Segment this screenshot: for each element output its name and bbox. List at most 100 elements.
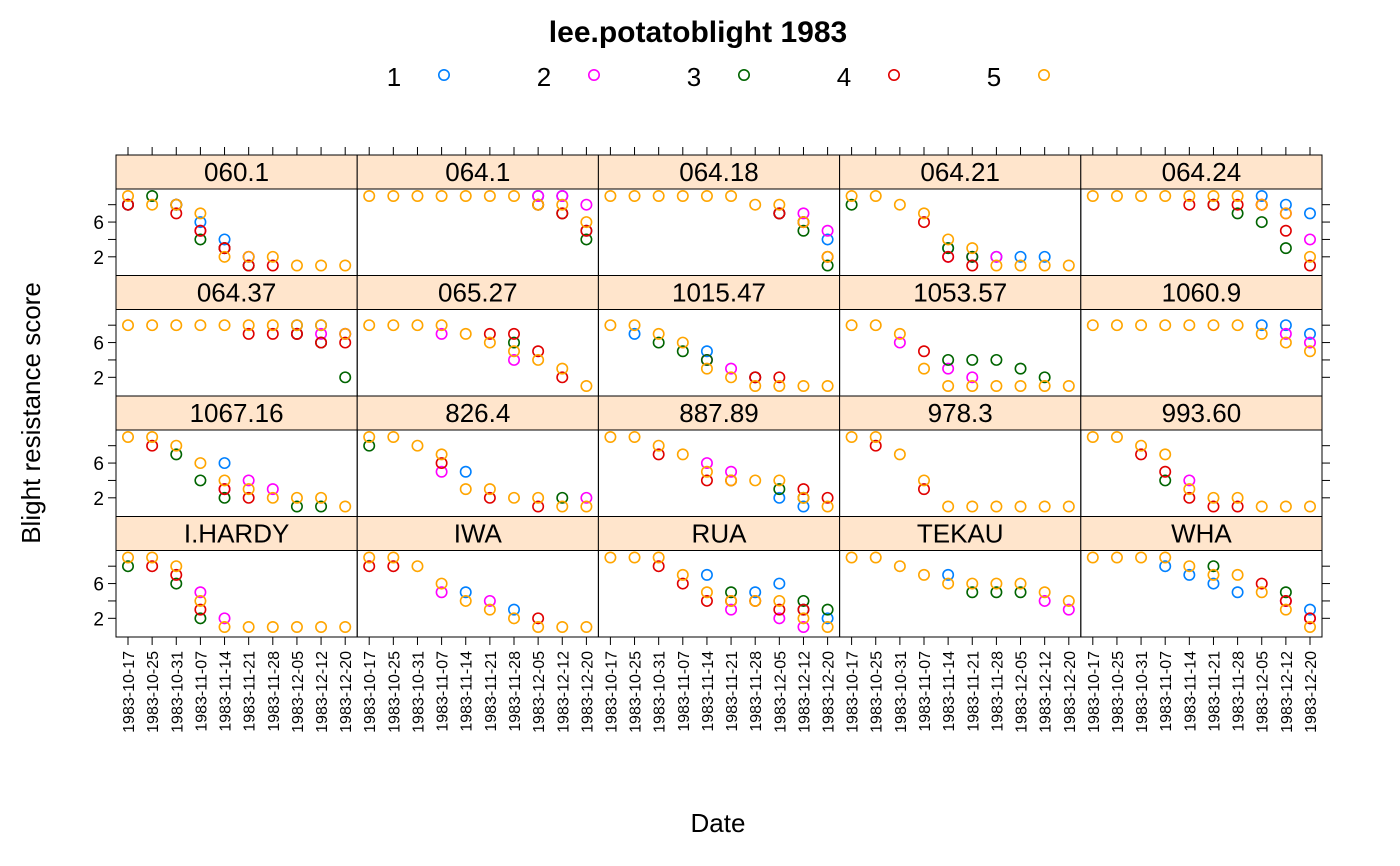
point-i-hardy-s5-1983-12-12 [315,620,328,633]
point-1067-16-s5-1983-10-31 [170,439,183,452]
point-978-3-s5-1983-11-14 [942,500,955,513]
point-1060-9-s2-1983-12-12 [1279,327,1292,340]
point-1067-16-s5-1983-11-28 [266,491,279,504]
point-064-37-s4-1983-12-05 [290,327,303,340]
point-065-27-s2-1983-11-07 [435,327,448,340]
point-1060-9-s5-1983-10-17 [1086,319,1099,332]
point-tekau-s5-1983-12-05 [1014,577,1027,590]
point-064-18-s5-1983-12-20 [821,250,834,263]
point-887-89-s1-1983-12-05 [773,491,786,504]
panel-i-hardy: I.HARDY [115,516,358,638]
x-tick-label-1983-11-14: 1983-11-14 [700,651,717,732]
y-tick-label-6: 6 [93,575,104,596]
x-tick-label-1983-12-05: 1983-12-05 [1255,651,1272,733]
point-064-24-s5-1983-10-17 [1086,190,1099,203]
point-i-hardy-s2-1983-11-14 [218,612,231,625]
x-tick-label-1983-12-20: 1983-12-20 [1303,651,1320,733]
x-tick-label-1983-10-31: 1983-10-31 [169,651,186,733]
point-065-27-s5-1983-12-20 [580,379,593,392]
point-1015-47-s5-1983-10-17 [604,319,617,332]
point-064-24-s4-1983-12-12 [1279,224,1292,237]
point-064-21-s1-1983-12-05 [1014,250,1027,263]
point-060-1-s3-1983-10-25 [146,190,159,203]
x-tick-label-1983-11-07: 1983-11-07 [676,651,693,732]
point-064-37-s5-1983-11-07 [194,319,207,332]
x-tick-label-1983-11-21: 1983-11-21 [965,651,982,732]
point-wha-s5-1983-11-07 [1159,551,1172,564]
point-064-24-s5-1983-11-14 [1183,190,1196,203]
point-rua-s4-1983-11-07 [676,577,689,590]
point-rua-s5-1983-12-20 [821,620,834,633]
strip-label-065-27: 065.27 [438,278,518,308]
point-064-1-s5-1983-10-31 [411,190,424,203]
point-064-24-s1-1983-12-05 [1255,190,1268,203]
strip-wha [1080,516,1323,551]
point-064-21-s3-1983-11-14 [942,242,955,255]
strip-label-993-60: 993.60 [1162,398,1242,428]
point-887-89-s2-1983-11-21 [725,465,738,478]
legend-marker-2 [587,69,600,82]
point-1053-57-s3-1983-11-21 [966,353,979,366]
x-tick-label-1983-10-25: 1983-10-25 [386,651,403,733]
point-tekau-s5-1983-11-14 [942,577,955,590]
point-064-21-s2-1983-11-28 [990,250,1003,263]
strip-label-887-89: 887.89 [679,398,759,428]
point-993-60-s3-1983-11-07 [1159,474,1172,487]
point-064-21-s5-1983-12-12 [1038,259,1051,272]
point-064-18-s3-1983-12-12 [797,224,810,237]
point-064-24-s2-1983-12-20 [1304,233,1317,246]
point-887-89-s5-1983-11-07 [676,448,689,461]
point-065-27-s5-1983-10-17 [363,319,376,332]
point-064-18-s2-1983-12-20 [821,224,834,237]
legend-marker-1 [437,69,450,82]
panel-064-18: 064.18 [597,154,841,276]
point-064-18-s5-1983-11-07 [676,190,689,203]
point-060-1-s5-1983-12-05 [290,259,303,272]
strip-label-978-3: 978.3 [928,398,993,428]
point-993-60-s4-1983-11-07 [1159,465,1172,478]
point-826-4-s5-1983-12-12 [556,500,569,513]
point-826-4-s3-1983-10-17 [363,439,376,452]
point-rua-s4-1983-12-05 [773,603,786,616]
point-060-1-s4-1983-10-31 [170,207,183,220]
point-064-21-s4-1983-11-07 [917,216,930,229]
x-tick-label-1983-10-17: 1983-10-17 [603,651,620,733]
legend-marker-4 [887,69,900,82]
point-rua-s1-1983-11-14 [700,568,713,581]
panel-1060-9: 1060.9 [1080,275,1323,397]
panels: 060.1 064.1 064.18 064.21 064.24 064.37 065.27… [115,154,1323,638]
point-064-21-s3-1983-11-21 [966,250,979,263]
x-tick-label-1983-11-14: 1983-11-14 [1182,651,1199,732]
point-1060-9-s5-1983-10-31 [1135,319,1148,332]
strip-064-21 [839,154,1082,190]
point-1067-16-s4-1983-11-14 [218,483,231,496]
point-064-1-s2-1983-12-05 [532,190,545,203]
point-993-60-s5-1983-12-12 [1279,500,1292,513]
point-978-3-s4-1983-10-25 [869,439,882,452]
point-064-1-s5-1983-10-17 [363,190,376,203]
point-rua-s5-1983-12-05 [773,594,786,607]
point-064-24-s5-1983-12-20 [1304,250,1317,263]
point-iwa-s5-1983-12-12 [556,620,569,633]
x-tick-label-1983-12-12: 1983-12-12 [1279,651,1296,733]
point-064-37-s5-1983-10-25 [146,319,159,332]
point-060-1-s4-1983-11-21 [242,259,255,272]
point-887-89-s3-1983-12-05 [773,483,786,496]
point-wha-s5-1983-11-28 [1231,568,1244,581]
point-064-1-s5-1983-11-14 [459,190,472,203]
x-tick-label-1983-10-25: 1983-10-25 [145,651,162,733]
point-060-1-s5-1983-11-07 [194,207,207,220]
point-rua-s2-1983-12-12 [797,620,810,633]
x-tick-label-1983-11-07: 1983-11-07 [1158,651,1175,732]
point-978-3-s5-1983-11-28 [990,500,1003,513]
point-060-1-s5-1983-12-12 [315,259,328,272]
point-1053-57-s2-1983-11-21 [966,371,979,384]
point-iwa-s4-1983-10-25 [387,560,400,573]
point-060-1-s5-1983-12-20 [339,259,352,272]
point-064-18-s5-1983-11-14 [700,190,713,203]
point-wha-s5-1983-11-14 [1183,560,1196,573]
point-993-60-s5-1983-10-17 [1086,430,1099,443]
point-iwa-s5-1983-11-07 [435,577,448,590]
point-i-hardy-s3-1983-10-31 [170,577,183,590]
point-064-18-s4-1983-12-05 [773,207,786,220]
